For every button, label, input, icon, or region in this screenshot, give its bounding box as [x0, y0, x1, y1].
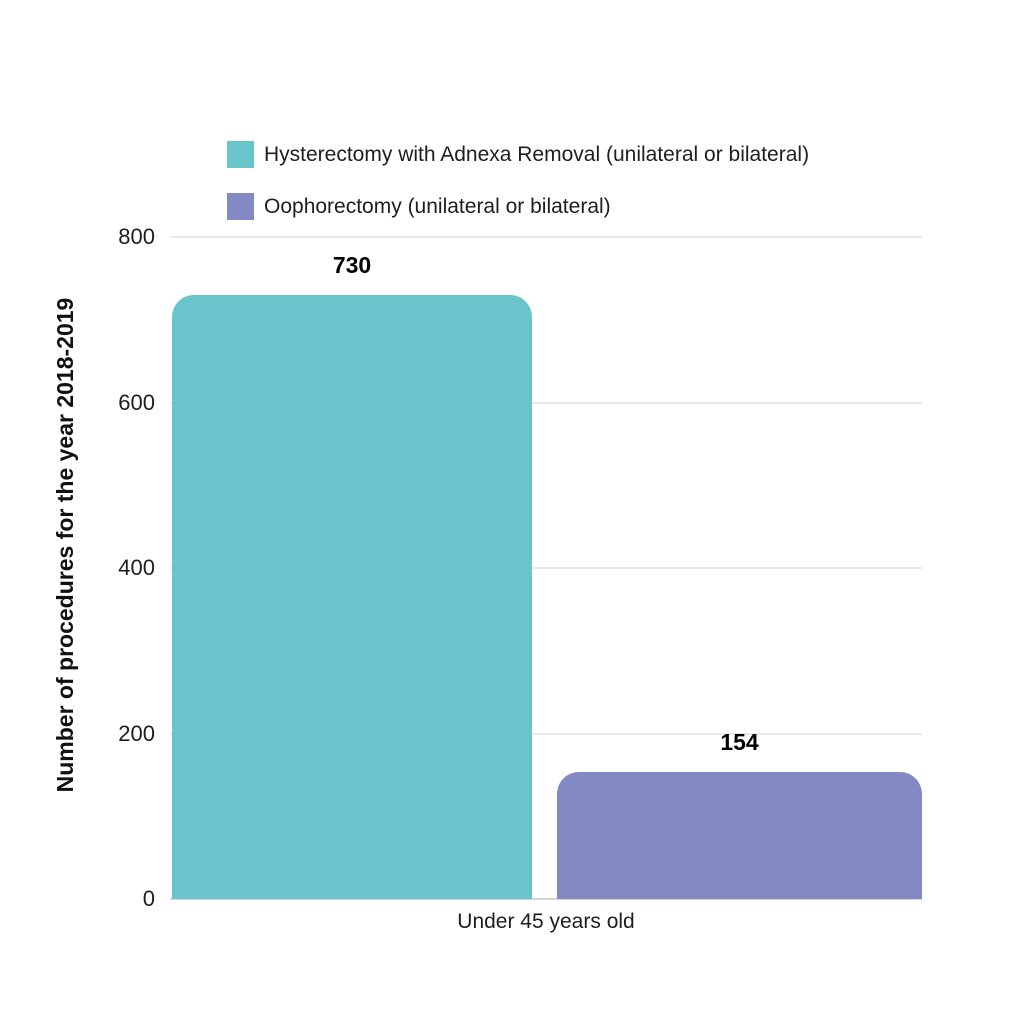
legend-swatch-purple-icon — [227, 193, 254, 220]
gridline-y-0 — [170, 898, 922, 900]
legend-item-oophorectomy: Oophorectomy (unilateral or bilateral) — [227, 193, 809, 220]
gridline-y-200 — [170, 732, 922, 735]
bar-value-label-2: 154 — [720, 728, 759, 755]
plot-area: 0 200 400 600 800 730 154 — [118, 224, 922, 911]
bar-series-2 — [557, 771, 922, 899]
legend-label: Oophorectomy (unilateral or bilateral) — [264, 195, 611, 218]
gridline-y-800 — [170, 236, 922, 238]
legend-swatch-teal-icon — [227, 141, 254, 168]
y-tick-label-800: 800 — [118, 224, 155, 249]
gridline-y-600 — [170, 401, 922, 404]
y-tick-label-600: 600 — [118, 389, 155, 415]
y-tick-label-400: 400 — [118, 555, 155, 580]
x-axis-category-label: Under 45 years old — [457, 910, 635, 933]
gridline-y-400 — [170, 567, 922, 569]
bar-series-1 — [172, 294, 532, 899]
legend-label: Hysterectomy with Adnexa Removal (unilat… — [264, 143, 810, 166]
legend: Hysterectomy with Adnexa Removal (unilat… — [227, 141, 809, 245]
bar-value-label-1: 730 — [332, 251, 372, 278]
legend-item-hysterectomy: Hysterectomy with Adnexa Removal (unilat… — [227, 141, 809, 168]
y-tick-label-200: 200 — [118, 720, 155, 746]
y-tick-label-0: 0 — [142, 886, 155, 911]
